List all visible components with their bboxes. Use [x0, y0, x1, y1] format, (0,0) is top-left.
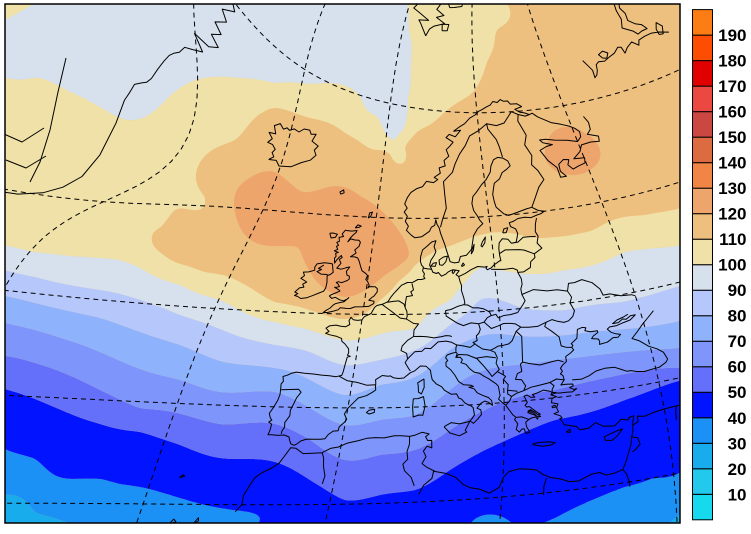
svg-text:40: 40: [728, 409, 747, 428]
svg-text:120: 120: [718, 205, 746, 224]
svg-text:10: 10: [728, 485, 747, 504]
svg-text:20: 20: [728, 460, 747, 479]
svg-text:80: 80: [728, 307, 747, 326]
svg-text:100: 100: [718, 256, 746, 275]
svg-text:190: 190: [718, 26, 746, 45]
svg-text:180: 180: [718, 52, 746, 71]
svg-text:160: 160: [718, 103, 746, 122]
svg-text:50: 50: [728, 383, 747, 402]
svg-text:130: 130: [718, 179, 746, 198]
svg-text:150: 150: [718, 128, 746, 147]
svg-text:170: 170: [718, 77, 746, 96]
svg-text:110: 110: [719, 230, 746, 249]
svg-text:90: 90: [728, 281, 747, 300]
svg-text:140: 140: [718, 154, 746, 173]
svg-text:30: 30: [728, 434, 747, 453]
svg-text:70: 70: [728, 332, 747, 351]
svg-text:60: 60: [728, 358, 747, 377]
